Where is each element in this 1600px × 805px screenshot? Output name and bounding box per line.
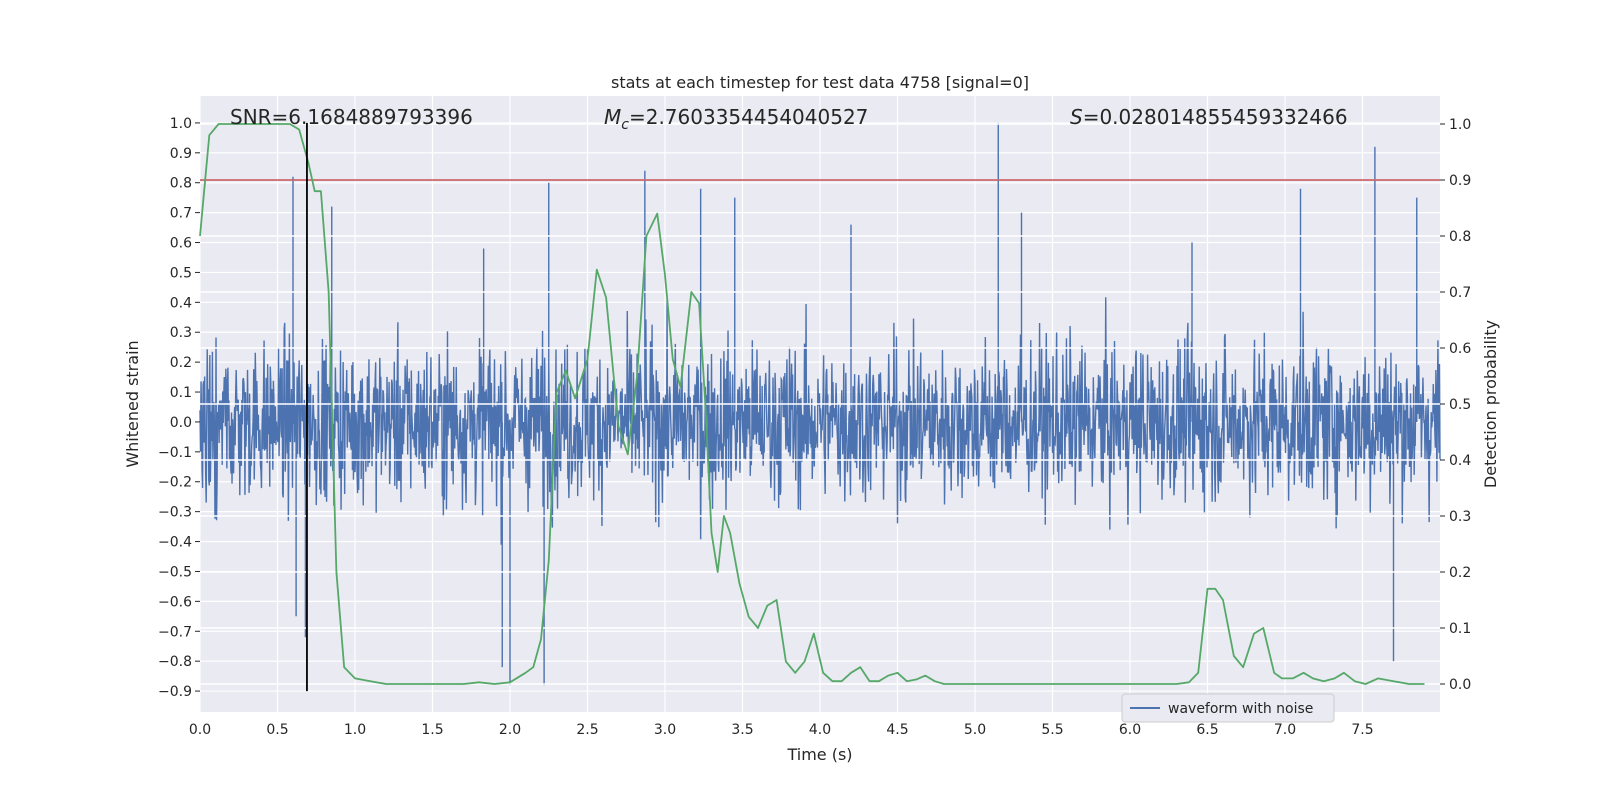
y-tick-label: −0.6: [158, 594, 192, 610]
y-tick-label: 0.6: [170, 236, 192, 252]
y2-axis-label: Detection probability: [1481, 320, 1500, 488]
s-symbol: S: [1070, 105, 1083, 129]
mc-annotation: Mc=2.7603354454040527: [604, 105, 868, 133]
legend-label: waveform with noise: [1168, 701, 1313, 717]
y2-tick-label: 0.6: [1449, 341, 1471, 357]
y-tick-label: −0.3: [158, 505, 192, 521]
x-tick-label: 0.5: [266, 722, 288, 738]
chart-title: stats at each timestep for test data 475…: [611, 73, 1029, 92]
y-tick-label: 0.8: [170, 176, 192, 192]
y2-tick-label: 0.1: [1449, 621, 1471, 637]
y-tick-label: 0.1: [170, 385, 192, 401]
x-tick-label: 4.0: [809, 722, 831, 738]
y2-tick-label: 0.0: [1449, 677, 1471, 693]
s-annotation: S=0.028014855459332466: [1070, 105, 1348, 129]
x-axis-label: Time (s): [786, 745, 852, 764]
overlay: [199, 122, 1440, 692]
y-tick-label: 0.4: [170, 295, 192, 311]
y-tick-label: −0.7: [158, 624, 192, 640]
x-tick-label: 3.5: [731, 722, 753, 738]
x-tick-label: 3.0: [654, 722, 676, 738]
waveform-line: [199, 122, 1441, 686]
legend: waveform with noise: [1121, 693, 1335, 723]
snr-annotation: SNR=6.1684889793396: [230, 105, 473, 129]
y-tick-label: 0.0: [170, 415, 192, 431]
x-tick-label: 2.5: [576, 722, 598, 738]
y2-tick-label: 0.4: [1449, 453, 1471, 469]
y-tick-label: 0.2: [170, 355, 192, 371]
x-tick-label: 7.0: [1274, 722, 1296, 738]
x-tick-label: 7.5: [1351, 722, 1373, 738]
y2-tick-label: 0.8: [1449, 229, 1471, 245]
mc-symbol: M: [604, 105, 621, 129]
x-tick-label: 6.0: [1119, 722, 1141, 738]
y-tick-label: −0.2: [158, 475, 192, 491]
y-tick-label: −0.5: [158, 564, 192, 580]
x-tick-label: 0.0: [189, 722, 211, 738]
y-tick-label: 0.9: [170, 146, 192, 162]
waveform-series: [199, 122, 1441, 686]
y2-tick-label: 0.3: [1449, 509, 1471, 525]
x-tick-label: 1.0: [344, 722, 366, 738]
y2-tick-label: 1.0: [1449, 117, 1471, 133]
x-tick-label: 1.5: [421, 722, 443, 738]
y-tick-label: −0.8: [158, 654, 192, 670]
x-tick-label: 4.5: [886, 722, 908, 738]
y-tick-label: 0.5: [170, 265, 192, 281]
y-tick-label: −0.1: [158, 445, 192, 461]
tick-labels: 0.0 0.5 1.0 1.5 2.0 2.5 3.0 3.5 4.0 4.5 5.0 5.5 6.0 6…: [158, 116, 1471, 738]
x-tick-label: 5.0: [964, 722, 986, 738]
y-axis-label: Whitened strain: [123, 340, 142, 467]
y-tick-label: 0.7: [170, 206, 192, 222]
y-tick-label: −0.4: [158, 535, 192, 551]
y2-tick-label: 0.5: [1449, 397, 1471, 413]
y2-tick-label: 0.2: [1449, 565, 1471, 581]
mc-subscript: c: [621, 117, 629, 133]
s-value: =0.028014855459332466: [1083, 105, 1348, 129]
y2-tick-label: 0.7: [1449, 285, 1471, 301]
y-tick-label: 1.0: [170, 116, 192, 132]
y-tick-label: −0.9: [158, 684, 192, 700]
x-tick-label: 5.5: [1041, 722, 1063, 738]
x-tick-label: 2.0: [499, 722, 521, 738]
mc-value: =2.7603354454040527: [629, 105, 868, 129]
y-tick-label: 0.3: [170, 325, 192, 341]
legend-box: [1121, 693, 1335, 723]
y2-tick-label: 0.9: [1449, 173, 1471, 189]
x-tick-label: 6.5: [1196, 722, 1218, 738]
detection-probability-line: [199, 123, 1425, 685]
